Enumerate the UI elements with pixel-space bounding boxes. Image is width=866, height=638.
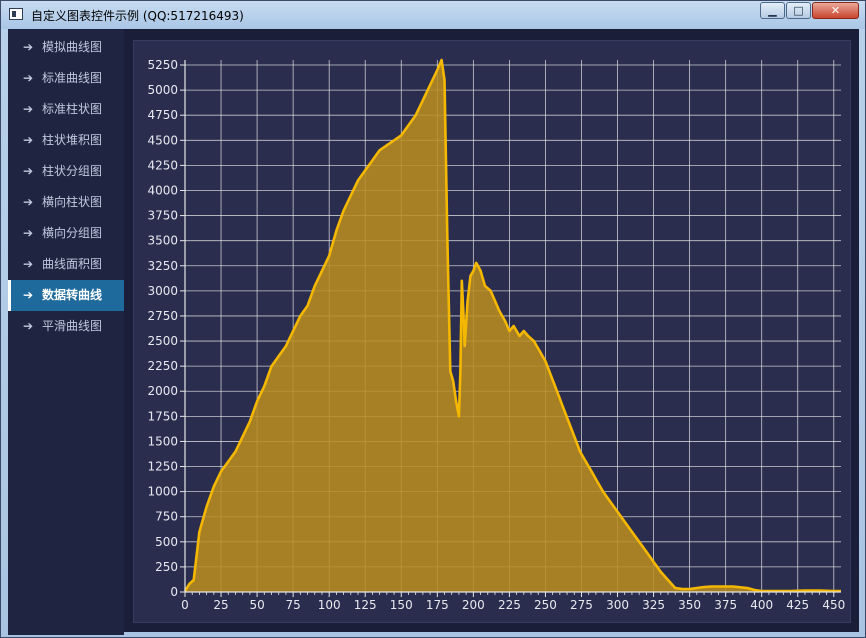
x-tick-label: 375: [714, 598, 737, 612]
sidebar-item-standard-bar[interactable]: ➔ 标准柱状图: [8, 94, 124, 125]
sidebar-nav: ➔ 模拟曲线图 ➔ 标准曲线图 ➔ 标准柱状图 ➔ 柱状堆积图 ➔ 柱状分组图 …: [8, 29, 124, 635]
arrow-right-icon: ➔: [22, 133, 34, 147]
app-icon: [9, 8, 23, 20]
y-tick-label: 4000: [147, 183, 178, 197]
maximize-button[interactable]: □: [786, 2, 811, 19]
arrow-right-icon: ➔: [22, 102, 34, 116]
sidebar-item-label: 标准柱状图: [42, 102, 103, 116]
sidebar-item-smooth-curve[interactable]: ➔ 平滑曲线图: [8, 311, 124, 342]
x-tick-label: 150: [390, 598, 413, 612]
sidebar-item-label: 平滑曲线图: [42, 319, 103, 333]
series-line: [183, 58, 841, 593]
arrow-right-icon: ➔: [22, 195, 34, 209]
sidebar-item-label: 柱状堆积图: [42, 133, 103, 147]
arrow-right-icon: ➔: [22, 226, 34, 240]
arrow-right-icon: ➔: [22, 319, 34, 333]
y-tick-label: 750: [155, 510, 178, 524]
sidebar-item-label: 标准曲线图: [42, 71, 103, 85]
x-tick-label: 25: [213, 598, 228, 612]
x-tick-label: 50: [249, 598, 264, 612]
sidebar-item-grouped-bar[interactable]: ➔ 柱状分组图: [8, 156, 124, 187]
y-tick-label: 1500: [147, 434, 178, 448]
x-tick-label: 425: [786, 598, 809, 612]
y-tick-label: 250: [155, 560, 178, 574]
y-tick-label: 5000: [147, 83, 178, 97]
sidebar-item-horizontal-group[interactable]: ➔ 横向分组图: [8, 218, 124, 249]
y-tick-labels: 0 250 500 750 1000 1250 1500 1750 2000 2250 2500 27…: [147, 58, 178, 599]
sidebar-item-label: 横向分组图: [42, 226, 103, 240]
x-tick-label: 200: [462, 598, 485, 612]
y-tick-label: 3500: [147, 234, 178, 248]
y-tick-label: 3250: [147, 259, 178, 273]
y-tick-label: 4500: [147, 133, 178, 147]
sidebar-item-simulated-curve[interactable]: ➔ 模拟曲线图: [8, 32, 124, 63]
x-tick-label: 225: [498, 598, 521, 612]
x-tick-label: 450: [822, 598, 845, 612]
y-tick-label: 4250: [147, 158, 178, 172]
x-tick-label: 125: [354, 598, 377, 612]
y-tick-label: 1250: [147, 460, 178, 474]
sidebar-item-data-to-curve[interactable]: ➔ 数据转曲线: [8, 280, 124, 311]
sidebar-item-standard-curve[interactable]: ➔ 标准曲线图: [8, 63, 124, 94]
x-tick-label: 300: [606, 598, 629, 612]
y-tick-label: 3750: [147, 209, 178, 223]
arrow-right-icon: ➔: [22, 288, 34, 302]
x-tick-label: 325: [642, 598, 665, 612]
y-tick-label: 2750: [147, 309, 178, 323]
sidebar-item-label: 曲线面积图: [42, 257, 103, 271]
x-tick-label: 100: [318, 598, 341, 612]
y-tick-label: 2500: [147, 334, 178, 348]
arrow-right-icon: ➔: [22, 257, 34, 271]
area-fill: [185, 60, 841, 592]
y-tick-label: 500: [155, 535, 178, 549]
close-button[interactable]: ✕: [812, 2, 859, 19]
x-tick-label: 0: [181, 598, 189, 612]
x-tick-labels: 0 25 50 75 100 125 150 175 200 225 250 275 300 325 350…: [181, 598, 845, 612]
x-tick-label: 175: [426, 598, 449, 612]
sidebar-item-area-curve[interactable]: ➔ 曲线面积图: [8, 249, 124, 280]
x-tick-label: 250: [534, 598, 557, 612]
window-title: 自定义图表控件示例 (QQ:517216493): [31, 9, 244, 23]
area-chart[interactable]: 0 25 50 75 100 125 150 175 200 225 250 275 300 325 350…: [134, 41, 850, 622]
chart-panel: 0 25 50 75 100 125 150 175 200 225 250 275 300 325 350…: [133, 40, 851, 623]
minimize-button[interactable]: ▁: [760, 2, 785, 19]
x-tick-label: 75: [285, 598, 300, 612]
x-tick-label: 400: [750, 598, 773, 612]
arrow-right-icon: ➔: [22, 164, 34, 178]
arrow-right-icon: ➔: [22, 40, 34, 54]
area-series: [183, 58, 841, 593]
arrow-right-icon: ➔: [22, 71, 34, 85]
sidebar-item-stacked-bar[interactable]: ➔ 柱状堆积图: [8, 125, 124, 156]
sidebar-item-label: 数据转曲线: [42, 288, 103, 302]
title-bar[interactable]: 自定义图表控件示例 (QQ:517216493) ▁ □ ✕: [1, 1, 865, 29]
y-tick-label: 0: [170, 585, 178, 599]
y-tick-label: 5250: [147, 58, 178, 72]
x-tick-label: 275: [570, 598, 593, 612]
y-tick-label: 1000: [147, 485, 178, 499]
x-tick-label: 350: [678, 598, 701, 612]
sidebar-item-label: 模拟曲线图: [42, 40, 103, 54]
client-area: ➔ 模拟曲线图 ➔ 标准曲线图 ➔ 标准柱状图 ➔ 柱状堆积图 ➔ 柱状分组图 …: [8, 29, 859, 635]
sidebar-item-label: 柱状分组图: [42, 164, 103, 178]
sidebar-item-horizontal-bar[interactable]: ➔ 横向柱状图: [8, 187, 124, 218]
y-tick-label: 1750: [147, 409, 178, 423]
sidebar-item-label: 横向柱状图: [42, 195, 103, 209]
y-tick-label: 2250: [147, 359, 178, 373]
y-tick-label: 4750: [147, 108, 178, 122]
y-tick-label: 2000: [147, 384, 178, 398]
axes: [180, 60, 841, 597]
y-tick-label: 3000: [147, 284, 178, 298]
